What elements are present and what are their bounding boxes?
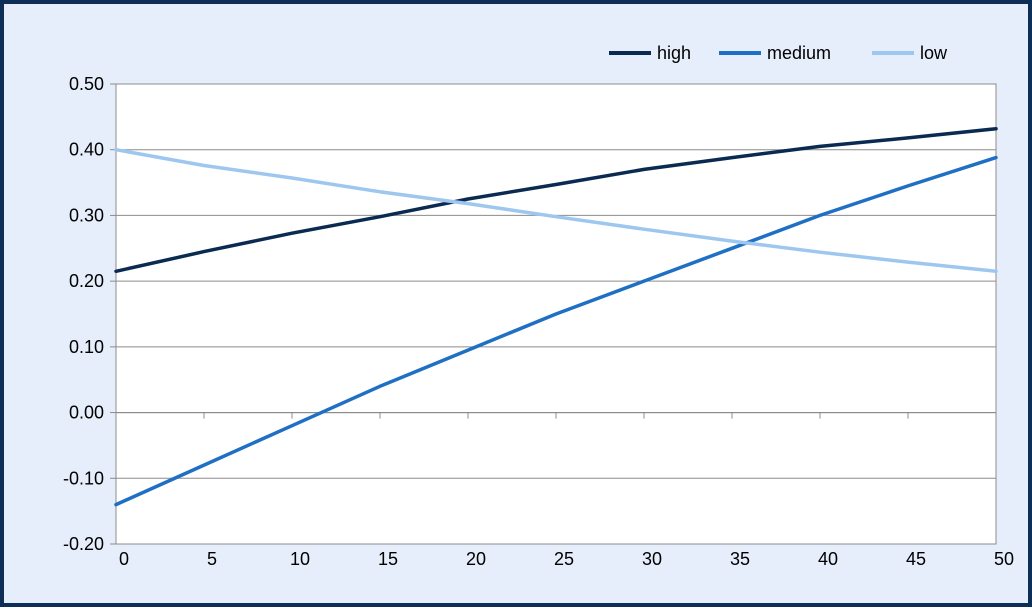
x-tick-label: 20: [466, 549, 486, 569]
x-tick-label: 35: [730, 549, 750, 569]
legend-label-low: low: [920, 43, 948, 63]
series-lines: [114, 126, 998, 507]
legend-label-medium: medium: [767, 43, 831, 63]
series-line-high: [114, 126, 998, 274]
legend: high medium low: [609, 43, 948, 63]
y-axis-ticks: -0.20 -0.10 0.00 0.10 0.20 0.30 0.40 0.50: [63, 74, 116, 554]
y-tick-label: 0.40: [69, 140, 104, 160]
series-line-medium: [114, 155, 998, 507]
x-tick-label: 5: [207, 549, 217, 569]
x-tick-label: 10: [290, 549, 310, 569]
legend-label-high: high: [657, 43, 691, 63]
y-tick-label: 0.00: [69, 403, 104, 423]
x-axis-ticks: 0 5 10 15 20 25 30 35 40 45 50: [115, 412, 1014, 569]
y-tick-label: 0.50: [69, 74, 104, 94]
x-tick-label: 30: [642, 549, 662, 569]
x-tick-label: 40: [818, 549, 838, 569]
y-tick-label: 0.30: [69, 205, 104, 225]
x-tick-label: 25: [554, 549, 574, 569]
x-tick-label: 50: [994, 549, 1014, 569]
x-tick-label: 0: [119, 549, 129, 569]
y-tick-label: -0.10: [63, 468, 104, 488]
series-line-low: [114, 147, 998, 274]
x-tick-label: 45: [906, 549, 926, 569]
x-tick-label: 15: [378, 549, 398, 569]
line-chart: -0.20 -0.10 0.00 0.10 0.20 0.30 0.40 0.50 0 5 10 1…: [63, 43, 1014, 569]
y-tick-label: -0.20: [63, 534, 104, 554]
y-tick-label: 0.10: [69, 337, 104, 357]
y-tick-label: 0.20: [69, 271, 104, 291]
